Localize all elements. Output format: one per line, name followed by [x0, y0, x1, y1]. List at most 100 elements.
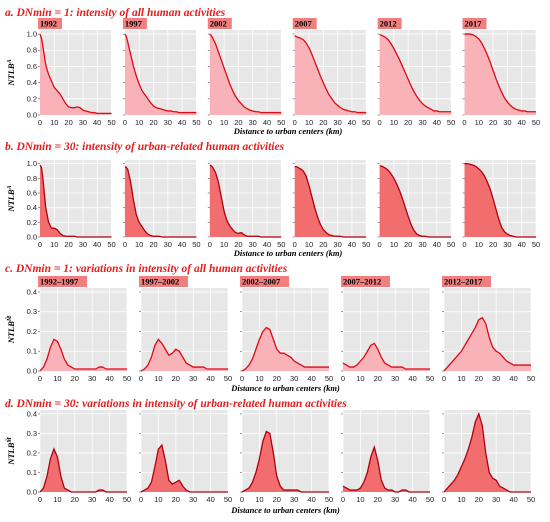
area-fill	[294, 166, 367, 237]
x-tick-label: 10	[135, 118, 143, 127]
x-tick-label: 10	[220, 240, 228, 249]
x-tick-label: 40	[307, 495, 315, 504]
x-tick-label: 10	[135, 240, 143, 249]
panel-2002‒2007: 0 10 20 30 40 50	[240, 410, 333, 504]
area-fill	[209, 165, 282, 237]
x-tick-label: 0	[208, 240, 212, 249]
panel-2007‒2012: 0 10 20 30 40 50	[341, 410, 434, 504]
x-tick-label: 20	[374, 495, 382, 504]
section-2-panels: NTLBM̃ Distance to urban centers (km) 1992…	[6, 276, 535, 393]
x-tick-label: 30	[503, 240, 511, 249]
x-tick-label: 40	[263, 118, 271, 127]
y-tick-label: 0.2	[27, 327, 37, 336]
x-tick-label: 30	[189, 374, 197, 383]
panel-tag-label: 2007‒2012	[343, 277, 381, 287]
series-line	[464, 33, 536, 113]
section-b: b. DNmin = 30: intensity of urban-relate…	[5, 141, 285, 153]
x-tick-label: 10	[154, 374, 162, 383]
section-c-title: c. DNmin = 1: variations in intensity of…	[5, 263, 288, 275]
y-axis-label: NTLBM̃	[6, 315, 16, 344]
x-tick-label: 20	[319, 240, 327, 249]
x-tick-label: 40	[206, 374, 214, 383]
panel-2017: 2017 0 10 20 30 40 50	[462, 18, 540, 127]
panel-background	[343, 288, 430, 371]
panel-tag-bg	[377, 18, 402, 29]
panel-1997‒2002: 0 10 20 30 40 50	[139, 410, 232, 504]
panel-2002: 2002 0 10 20 30 40 50	[207, 18, 285, 127]
area-fill	[40, 34, 112, 115]
x-tick-label: 50	[362, 240, 370, 249]
x-tick-label: 10	[390, 118, 398, 127]
x-tick-label: 0	[341, 374, 345, 383]
x-tick-label: 20	[64, 118, 72, 127]
y-tick-label: 0.4	[27, 409, 37, 418]
x-tick-label: 30	[88, 495, 96, 504]
x-tick-label: 40	[105, 374, 113, 383]
y-axis-label: NTLBM̃	[6, 437, 16, 466]
series-line	[342, 444, 430, 493]
x-tick-label: 50	[224, 495, 232, 504]
x-tick-label: 10	[356, 374, 364, 383]
series-line	[39, 338, 127, 372]
series-line	[39, 447, 127, 493]
series-line	[379, 34, 452, 113]
series-line	[140, 338, 228, 372]
x-tick-label: 40	[509, 495, 517, 504]
x-tick-label: 0	[240, 495, 244, 504]
area-fill	[124, 166, 197, 237]
x-tick-label: 10	[475, 240, 483, 249]
panel-tag-bg	[292, 18, 317, 29]
x-tick-label: 50	[123, 495, 131, 504]
x-axis-label: Distance to urban centers (km)	[233, 126, 343, 136]
x-tick-label: 30	[391, 374, 399, 383]
series-line	[379, 165, 452, 238]
panel-2012: 2012 0 10 20 30 40 50	[377, 18, 455, 127]
section-1-panels: NTLBA Distance to urban centers (km) 1.0 0.…	[6, 159, 540, 258]
y-tick-label: 0.0	[27, 367, 37, 376]
panel-tag-bg	[139, 276, 188, 287]
x-tick-label: 30	[391, 495, 399, 504]
x-tick-label: 40	[93, 240, 101, 249]
panel-2007: 2007 0 10 20 30 40 50	[292, 18, 370, 127]
panel-background	[343, 410, 430, 492]
x-tick-label: 40	[433, 240, 441, 249]
x-tick-label: 0	[208, 118, 212, 127]
y-tick-label: 0.6	[27, 62, 37, 71]
x-tick-label: 10	[255, 374, 263, 383]
x-tick-label: 0	[293, 118, 297, 127]
x-tick-label: 0	[139, 374, 143, 383]
x-tick-label: 20	[273, 374, 281, 383]
section-3-panels: NTLBM̃Distance to urban centers (km)0.40…	[6, 409, 535, 515]
area-fill	[444, 413, 531, 492]
series-line	[241, 326, 329, 372]
x-tick-label: 30	[492, 495, 500, 504]
panel-tag-label: 1992‒1997	[40, 277, 79, 287]
panel-tag-bg	[207, 18, 232, 29]
x-tick-label: 30	[249, 240, 257, 249]
series-line	[443, 412, 531, 493]
x-tick-label: 10	[50, 118, 58, 127]
x-tick-label: 10	[475, 118, 483, 127]
panel-tag-label: 2002	[210, 19, 227, 29]
x-tick-label: 40	[307, 374, 315, 383]
x-tick-label: 0	[38, 118, 42, 127]
x-tick-label: 50	[325, 495, 333, 504]
panel-1997: 0 10 20 30 40 50	[123, 160, 201, 249]
x-tick-label: 30	[418, 118, 426, 127]
y-tick-label: 0.6	[27, 189, 37, 198]
x-tick-label: 50	[325, 374, 333, 383]
section-b-title: b. DNmin = 30: intensity of urban-relate…	[5, 141, 285, 153]
panel-1997‒2002: 1997‒2002 0 10 20 30 40 50	[139, 276, 232, 383]
y-tick-label: 0.1	[27, 468, 37, 477]
x-tick-label: 50	[527, 374, 535, 383]
panel-tag-label: 2012‒2017	[444, 277, 483, 287]
panel-2002: 0 10 20 30 40 50	[208, 160, 285, 249]
x-tick-label: 0	[240, 374, 244, 383]
x-tick-label: 50	[527, 495, 535, 504]
panel-background	[40, 160, 112, 237]
x-tick-label: 20	[149, 118, 157, 127]
